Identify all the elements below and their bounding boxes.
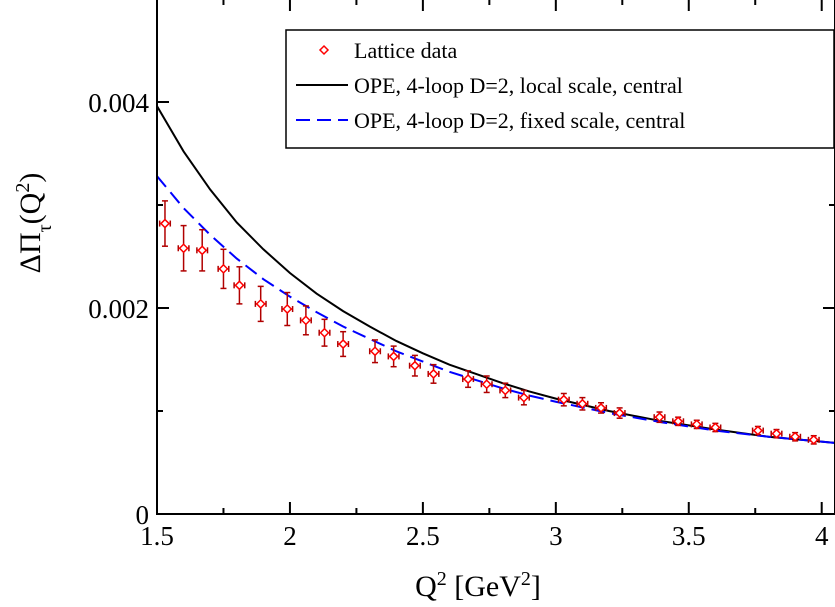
diamond-marker — [710, 422, 721, 433]
lattice-point — [158, 200, 172, 247]
diamond-marker — [558, 394, 569, 405]
diamond-marker — [500, 385, 511, 396]
diamond-marker — [255, 298, 266, 309]
lattice-point — [480, 375, 493, 394]
diamond-marker — [790, 431, 801, 442]
y-axis-title: ΔΠτ(Q2) — [12, 173, 56, 274]
lattice-point — [387, 345, 400, 368]
diamond-marker — [595, 402, 607, 413]
diamond-marker — [691, 419, 702, 430]
diamond-marker — [463, 374, 474, 385]
lattice-point — [751, 425, 764, 436]
y-axis-title-prefix: ΔΠ — [14, 232, 47, 273]
y-tick-label: 0 — [136, 500, 150, 530]
lattice-point — [368, 339, 382, 364]
lattice-point — [709, 422, 722, 433]
lattice-point — [217, 248, 230, 290]
lattice-point — [653, 411, 666, 424]
diamond-marker — [808, 434, 819, 445]
lattice-point — [196, 228, 209, 272]
lattice-point — [576, 396, 589, 411]
lattice-point — [770, 428, 783, 439]
diamond-marker — [282, 303, 293, 315]
legend-entry: OPE, 4-loop D=2, fixed scale, central — [296, 108, 685, 133]
diamond-marker — [771, 428, 782, 439]
lattice-point — [789, 431, 802, 442]
x-axis-title-sup: 2 — [437, 568, 447, 590]
diamond-marker — [409, 360, 420, 371]
diamond-marker — [614, 407, 625, 419]
diamond-marker — [234, 280, 245, 291]
lattice-point — [337, 330, 350, 358]
series-line-local-scale — [157, 105, 835, 444]
lattice-point — [281, 291, 294, 327]
plot-area-group: 1.5 2 2.5 3 3.5 4 0 0.002 0.004 — [88, 0, 835, 551]
x-axis-title-unit-close: ] — [531, 570, 541, 603]
x-tick-label: 3 — [549, 521, 563, 551]
diamond-marker — [369, 346, 381, 357]
diamond-marker — [178, 243, 189, 254]
legend: Lattice data OPE, 4-loop D=2, local scale… — [285, 29, 835, 149]
diamond-marker — [159, 218, 171, 229]
diamond-marker — [218, 263, 229, 274]
lattice-point — [594, 402, 608, 414]
legend-diamond-marker — [318, 44, 330, 56]
x-axis-title-unit-open: [GeV — [447, 570, 521, 603]
y-tick-label: 0.002 — [88, 294, 149, 324]
x-axis-title: Q2 [GeV2] — [415, 568, 541, 603]
y-tick-label: 0.004 — [88, 88, 149, 118]
legend-entry: OPE, 4-loop D=2, local scale, central — [296, 73, 683, 98]
diamond-marker — [577, 398, 588, 409]
lattice-point — [557, 392, 570, 407]
lattice-point — [408, 354, 421, 377]
diamond-marker — [300, 315, 311, 326]
plot-frame — [156, 0, 835, 515]
x-tick-label: 1.5 — [140, 521, 174, 551]
x-axis-title-unit-sup: 2 — [521, 568, 531, 590]
diamond-marker — [654, 412, 665, 423]
diamond-marker — [673, 416, 684, 427]
lattice-point — [499, 382, 512, 399]
lattice-point — [807, 434, 820, 445]
x-tick-label: 4 — [815, 521, 829, 551]
lattice-point — [613, 407, 626, 419]
lattice-point — [254, 285, 267, 323]
legend-entries: Lattice data OPE, 4-loop D=2, local scale… — [296, 38, 685, 133]
legend-label: OPE, 4-loop D=2, local scale, central — [354, 73, 683, 98]
legend-entry: Lattice data — [318, 38, 457, 63]
y-axis-title-mid: (Q — [14, 192, 47, 224]
y-axis-title-close: ) — [14, 173, 47, 183]
series-line-fixed-scale — [157, 175, 835, 444]
lattice-point — [177, 224, 190, 272]
x-tick-label: 2.5 — [406, 521, 440, 551]
series-layer — [157, 105, 835, 445]
lattice-point — [299, 305, 312, 336]
lattice-point — [318, 318, 331, 347]
lattice-point — [233, 266, 246, 305]
y-axis-title-sub: τ — [34, 224, 56, 232]
lattice-point — [517, 389, 530, 406]
diamond-marker — [338, 338, 349, 350]
diamond-marker — [428, 368, 439, 379]
diamond-marker — [752, 425, 763, 436]
diamond-marker — [481, 379, 492, 390]
diamond-marker — [388, 351, 399, 362]
diamond-marker — [518, 392, 529, 403]
lattice-point — [672, 416, 685, 427]
lattice-point — [462, 370, 475, 389]
diamond-marker — [319, 327, 330, 338]
y-axis-title-sup: 2 — [12, 183, 34, 193]
legend-label: Lattice data — [354, 38, 457, 63]
legend-box — [285, 29, 835, 149]
legend-label: OPE, 4-loop D=2, fixed scale, central — [354, 108, 685, 133]
ticks-layer: 1.5 2 2.5 3 3.5 4 0 0.002 0.004 — [88, 0, 835, 551]
lattice-point — [427, 363, 440, 384]
x-tick-label: 3.5 — [672, 521, 706, 551]
x-tick-label: 2 — [283, 521, 297, 551]
diamond-marker — [197, 245, 208, 256]
x-axis-title-base: Q — [415, 570, 437, 603]
lattice-point — [690, 419, 703, 430]
